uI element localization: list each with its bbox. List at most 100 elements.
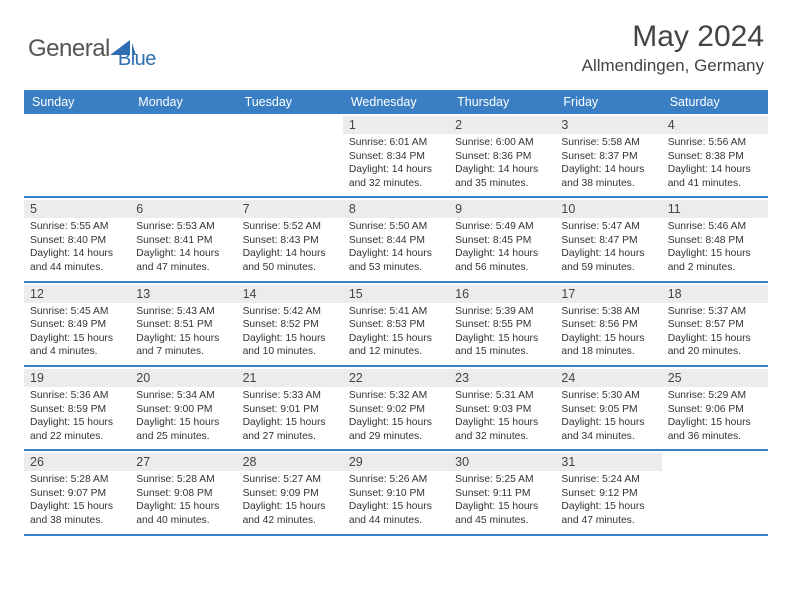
day-number: 30	[449, 453, 555, 471]
day-number: 14	[237, 285, 343, 303]
calendar-cell: 11 Sunrise: 5:46 AMSunset: 8:48 PMDayligh…	[662, 198, 768, 280]
calendar-cell: 25Sunrise: 5:29 AMSunset: 9:06 PMDayligh…	[662, 367, 768, 449]
day-details: Sunrise: 5:39 AMSunset: 8:55 PMDaylight:…	[455, 305, 549, 359]
calendar-cell: 12 Sunrise: 5:45 AMSunset: 8:49 PMDayligh…	[24, 283, 130, 365]
day-number: 5	[24, 200, 130, 218]
day-number: 24	[555, 369, 661, 387]
day-details: Sunrise: 5:33 AMSunset: 9:01 PMDaylight:…	[243, 389, 337, 443]
day-number: 10	[555, 200, 661, 218]
day-number: 9	[449, 200, 555, 218]
calendar-cell: 8 Sunrise: 5:50 AMSunset: 8:44 PMDaylight…	[343, 198, 449, 280]
calendar-cell: 3 Sunrise: 5:58 AMSunset: 8:37 PMDaylight…	[555, 114, 661, 196]
day-details: Sunrise: 5:31 AMSunset: 9:03 PMDaylight:…	[455, 389, 549, 443]
calendar-cell: 19Sunrise: 5:36 AMSunset: 8:59 PMDayligh…	[24, 367, 130, 449]
day-number: 26	[24, 453, 130, 471]
day-details: Sunrise: 5:37 AMSunset: 8:57 PMDaylight:…	[668, 305, 762, 359]
calendar-cell: 6 Sunrise: 5:53 AMSunset: 8:41 PMDaylight…	[130, 198, 236, 280]
day-number: 8	[343, 200, 449, 218]
day-number: 21	[237, 369, 343, 387]
day-details: Sunrise: 5:25 AMSunset: 9:11 PMDaylight:…	[455, 473, 549, 527]
day-number: 15	[343, 285, 449, 303]
day-number: 29	[343, 453, 449, 471]
day-details: Sunrise: 5:26 AMSunset: 9:10 PMDaylight:…	[349, 473, 443, 527]
day-details: Sunrise: 5:55 AMSunset: 8:40 PMDaylight:…	[30, 220, 124, 274]
day-number: 12	[24, 285, 130, 303]
day-details: Sunrise: 5:45 AMSunset: 8:49 PMDaylight:…	[30, 305, 124, 359]
day-details: Sunrise: 5:38 AMSunset: 8:56 PMDaylight:…	[561, 305, 655, 359]
week-row: 5 Sunrise: 5:55 AMSunset: 8:40 PMDaylight…	[24, 198, 768, 282]
calendar-cell: 7Sunrise: 5:52 AMSunset: 8:43 PMDaylight…	[237, 198, 343, 280]
day-details: Sunrise: 5:58 AMSunset: 8:37 PMDaylight:…	[561, 136, 655, 190]
day-number: 3	[555, 116, 661, 134]
day-details: Sunrise: 5:30 AMSunset: 9:05 PMDaylight:…	[561, 389, 655, 443]
calendar-cell: 24 Sunrise: 5:30 AMSunset: 9:05 PMDayligh…	[555, 367, 661, 449]
week-row: 26 Sunrise: 5:28 AMSunset: 9:07 PMDayligh…	[24, 451, 768, 535]
day-number: 22	[343, 369, 449, 387]
calendar-cell: 27Sunrise: 5:28 AMSunset: 9:08 PMDayligh…	[130, 451, 236, 533]
day-details: Sunrise: 5:50 AMSunset: 8:44 PMDaylight:…	[349, 220, 443, 274]
day-details: Sunrise: 5:53 AMSunset: 8:41 PMDaylight:…	[136, 220, 230, 274]
dow-monday: Monday	[130, 90, 236, 114]
day-number: 11	[662, 200, 768, 218]
day-number: 13	[130, 285, 236, 303]
day-details: Sunrise: 5:28 AMSunset: 9:08 PMDaylight:…	[136, 473, 230, 527]
calendar-cell: 4Sunrise: 5:56 AMSunset: 8:38 PMDaylight…	[662, 114, 768, 196]
day-details: Sunrise: 5:56 AMSunset: 8:38 PMDaylight:…	[668, 136, 762, 190]
day-details: Sunrise: 5:42 AMSunset: 8:52 PMDaylight:…	[243, 305, 337, 359]
header: General Blue May 2024 Allmendingen, Germ…	[0, 0, 792, 84]
calendar-cell	[662, 451, 768, 533]
day-number: 16	[449, 285, 555, 303]
calendar-cell: 5 Sunrise: 5:55 AMSunset: 8:40 PMDaylight…	[24, 198, 130, 280]
dow-friday: Friday	[555, 90, 661, 114]
day-number: 20	[130, 369, 236, 387]
day-details: Sunrise: 5:24 AMSunset: 9:12 PMDaylight:…	[561, 473, 655, 527]
month-title: May 2024	[582, 20, 764, 54]
calendar-cell: 28 Sunrise: 5:27 AMSunset: 9:09 PMDayligh…	[237, 451, 343, 533]
day-details: Sunrise: 5:34 AMSunset: 9:00 PMDaylight:…	[136, 389, 230, 443]
calendar-cell: 15 Sunrise: 5:41 AMSunset: 8:53 PMDayligh…	[343, 283, 449, 365]
day-details: Sunrise: 5:47 AMSunset: 8:47 PMDaylight:…	[561, 220, 655, 274]
day-details: Sunrise: 5:46 AMSunset: 8:48 PMDaylight:…	[668, 220, 762, 274]
day-details: Sunrise: 6:00 AMSunset: 8:36 PMDaylight:…	[455, 136, 549, 190]
day-number: 2	[449, 116, 555, 134]
calendar-cell: 30 Sunrise: 5:25 AMSunset: 9:11 PMDayligh…	[449, 451, 555, 533]
title-block: May 2024 Allmendingen, Germany	[582, 20, 764, 76]
logo-text-1: General	[28, 35, 110, 63]
day-details: Sunrise: 5:36 AMSunset: 8:59 PMDaylight:…	[30, 389, 124, 443]
calendar-cell	[24, 114, 130, 196]
day-number: 1	[343, 116, 449, 134]
calendar: SundayMondayTuesdayWednesdayThursdayFrid…	[24, 90, 768, 536]
week-row: 19Sunrise: 5:36 AMSunset: 8:59 PMDayligh…	[24, 367, 768, 451]
dow-thursday: Thursday	[449, 90, 555, 114]
week-row: 12 Sunrise: 5:45 AMSunset: 8:49 PMDayligh…	[24, 283, 768, 367]
calendar-cell: 13 Sunrise: 5:43 AMSunset: 8:51 PMDayligh…	[130, 283, 236, 365]
calendar-cell: 16 Sunrise: 5:39 AMSunset: 8:55 PMDayligh…	[449, 283, 555, 365]
day-details: Sunrise: 5:49 AMSunset: 8:45 PMDaylight:…	[455, 220, 549, 274]
calendar-cell: 9 Sunrise: 5:49 AMSunset: 8:45 PMDaylight…	[449, 198, 555, 280]
logo: General Blue	[28, 26, 156, 71]
day-details: Sunrise: 5:41 AMSunset: 8:53 PMDaylight:…	[349, 305, 443, 359]
day-number: 31	[555, 453, 661, 471]
calendar-cell: 22Sunrise: 5:32 AMSunset: 9:02 PMDayligh…	[343, 367, 449, 449]
dow-wednesday: Wednesday	[343, 90, 449, 114]
calendar-cell: 14 Sunrise: 5:42 AMSunset: 8:52 PMDayligh…	[237, 283, 343, 365]
day-details: Sunrise: 5:28 AMSunset: 9:07 PMDaylight:…	[30, 473, 124, 527]
calendar-cell: 31 Sunrise: 5:24 AMSunset: 9:12 PMDayligh…	[555, 451, 661, 533]
day-number: 25	[662, 369, 768, 387]
calendar-cell: 17Sunrise: 5:38 AMSunset: 8:56 PMDayligh…	[555, 283, 661, 365]
day-number: 6	[130, 200, 236, 218]
day-details: Sunrise: 6:01 AMSunset: 8:34 PMDaylight:…	[349, 136, 443, 190]
calendar-cell: 18Sunrise: 5:37 AMSunset: 8:57 PMDayligh…	[662, 283, 768, 365]
location: Allmendingen, Germany	[582, 56, 764, 76]
calendar-cell: 23Sunrise: 5:31 AMSunset: 9:03 PMDayligh…	[449, 367, 555, 449]
day-of-week-row: SundayMondayTuesdayWednesdayThursdayFrid…	[24, 90, 768, 114]
day-details: Sunrise: 5:43 AMSunset: 8:51 PMDaylight:…	[136, 305, 230, 359]
day-details: Sunrise: 5:27 AMSunset: 9:09 PMDaylight:…	[243, 473, 337, 527]
calendar-cell: 21 Sunrise: 5:33 AMSunset: 9:01 PMDayligh…	[237, 367, 343, 449]
dow-sunday: Sunday	[24, 90, 130, 114]
weeks-container: 1 Sunrise: 6:01 AMSunset: 8:34 PMDaylight…	[24, 114, 768, 536]
dow-saturday: Saturday	[662, 90, 768, 114]
dow-tuesday: Tuesday	[237, 90, 343, 114]
day-number: 28	[237, 453, 343, 471]
day-number: 7	[237, 200, 343, 218]
